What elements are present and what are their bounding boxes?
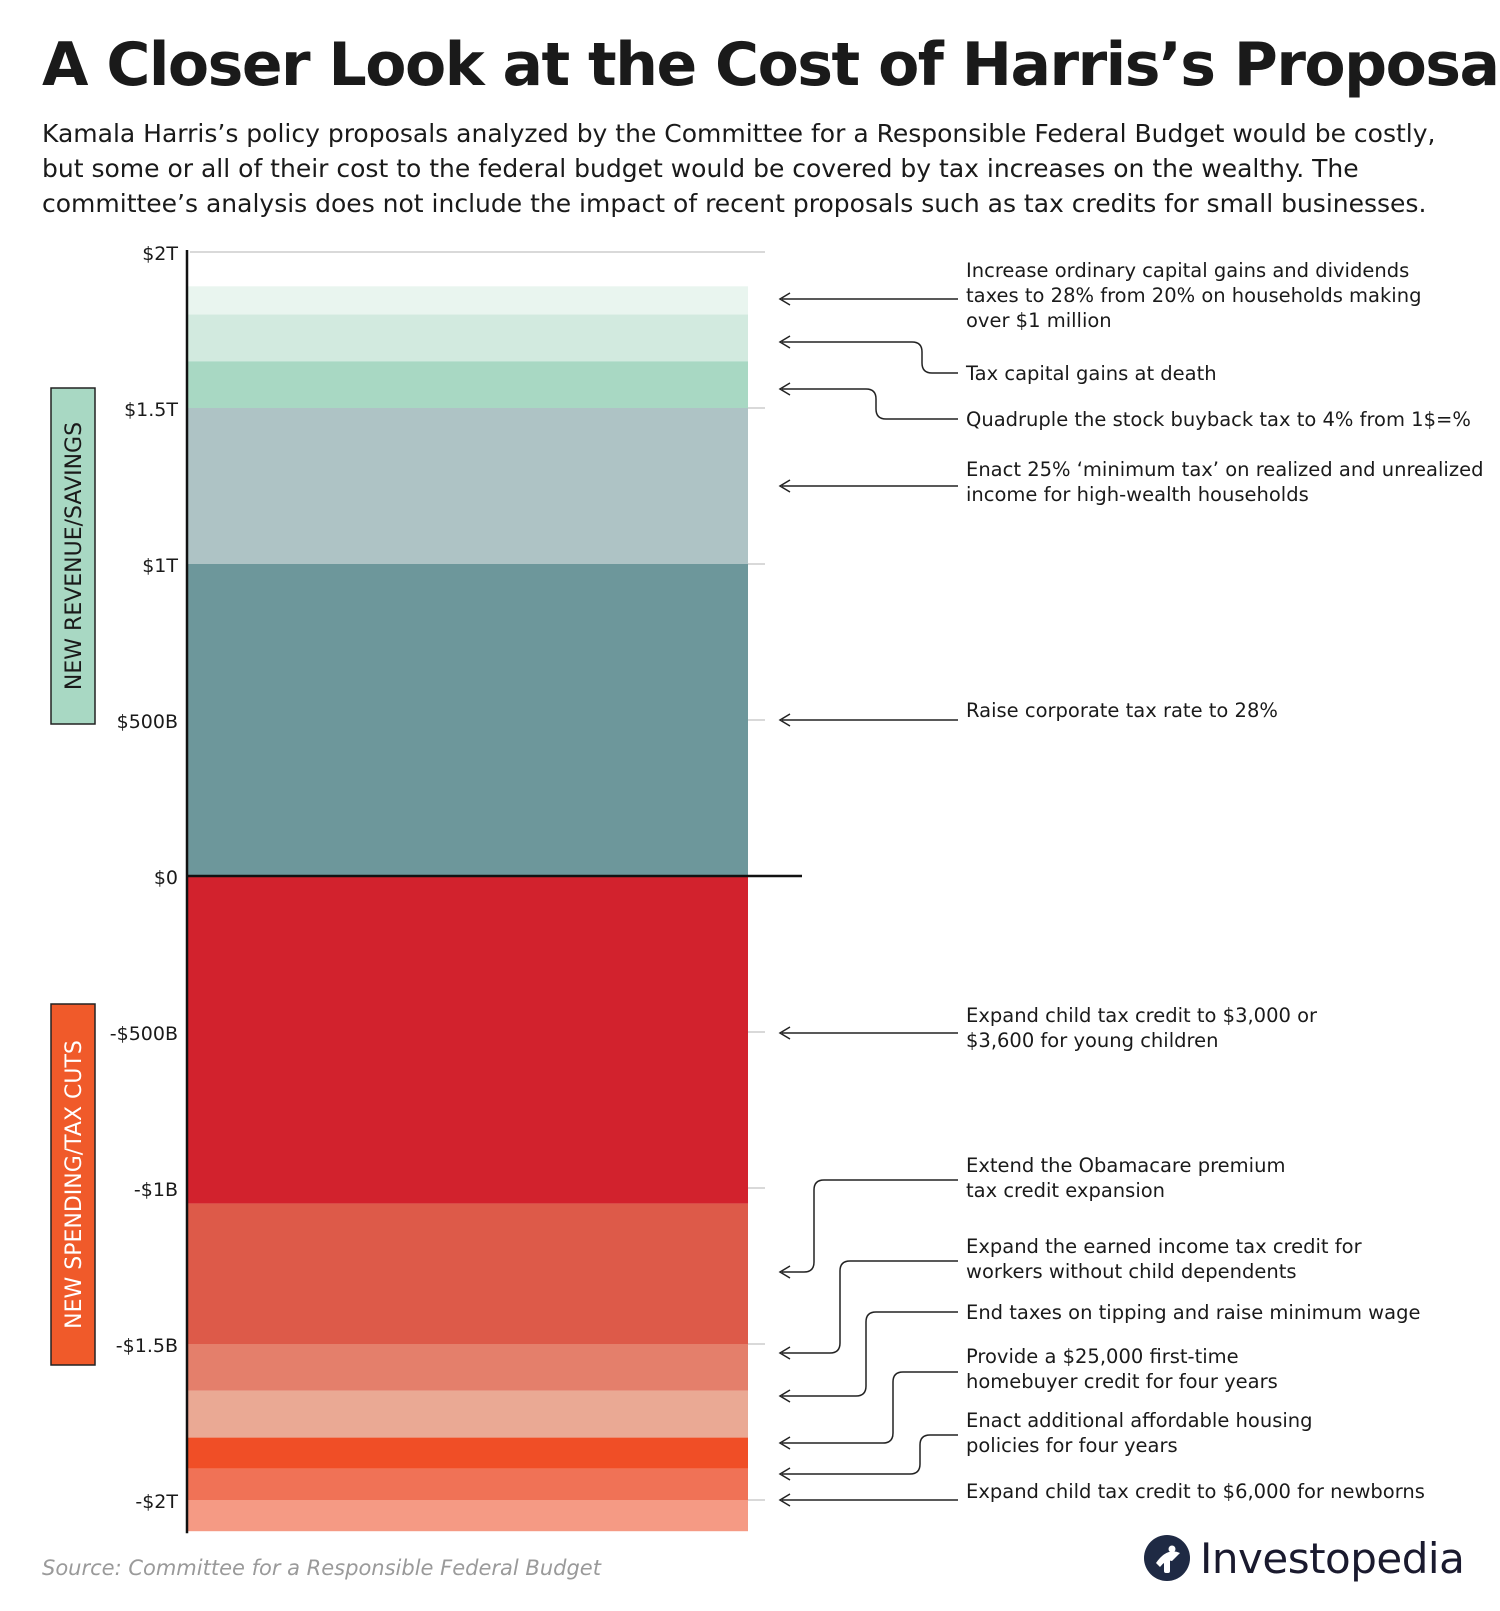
annotation-label-5: Expand child tax credit to $3,000 or $3,6… xyxy=(966,1004,1318,1052)
group-label: NEW REVENUE/SAVINGS xyxy=(62,422,87,690)
bar-segment-1 xyxy=(188,408,748,564)
annotation-leader-6 xyxy=(782,1179,958,1273)
annotation-label-6: Extend the Obamacare premium tax credit e… xyxy=(966,1154,1285,1202)
annotation-label-3: Tax capital gains at death xyxy=(965,362,1217,385)
annotation-label-7: Expand the earned income tax credit for w… xyxy=(966,1235,1363,1283)
arrowhead-7 xyxy=(778,1346,791,1360)
annotation-label-8: End taxes on tipping and raise minimum w… xyxy=(966,1301,1420,1324)
arrowhead-4 xyxy=(778,292,791,306)
y-tick-label: $500B xyxy=(117,711,178,733)
arrowhead-9 xyxy=(778,1436,791,1450)
annotation-leader-10 xyxy=(782,1434,958,1475)
group-label: NEW SPENDING/TAX CUTS xyxy=(62,1040,87,1329)
annotation-label-1: Enact 25% ‘minimum tax’ on realized and … xyxy=(966,458,1483,506)
annotation-leader-9 xyxy=(782,1371,958,1444)
arrowhead-0 xyxy=(778,713,791,727)
chart-title: A Closer Look at the Cost of Harris’s Pr… xyxy=(42,30,1500,100)
arrowhead-11 xyxy=(778,1493,791,1507)
arrowhead-5 xyxy=(778,1026,791,1040)
investopedia-logo-icon xyxy=(1144,1535,1190,1581)
annotation-label-9: Provide a $25,000 first-time homebuyer cr… xyxy=(966,1345,1278,1393)
bar-segment-8 xyxy=(188,1390,748,1438)
bar-segment-3 xyxy=(188,314,748,362)
y-tick-label: -$2T xyxy=(135,1491,178,1513)
bar-segment-4 xyxy=(188,286,748,315)
bar-segment-10 xyxy=(188,1468,748,1500)
arrowhead-8 xyxy=(778,1389,791,1403)
y-tick-label: $1T xyxy=(142,555,178,577)
annotation-leader-7 xyxy=(782,1260,958,1354)
bar-segment-7 xyxy=(188,1344,748,1391)
chart-subtitle: Kamala Harris’s policy proposals analyze… xyxy=(42,119,1436,218)
bar-segment-5 xyxy=(188,876,748,1204)
bar-segment-0 xyxy=(188,564,748,876)
annotation-leader-8 xyxy=(782,1311,958,1397)
brand-name: Investopedia xyxy=(1200,1533,1465,1583)
bar-segment-11 xyxy=(188,1500,748,1532)
annotation-label-11: Expand child tax credit to $6,000 for ne… xyxy=(966,1480,1425,1503)
investopedia-logo: Investopedia xyxy=(1142,1528,1465,1588)
bar-segment-6 xyxy=(188,1203,748,1344)
source-note: Source: Committee for a Responsible Fede… xyxy=(42,1556,601,1580)
annotation-leader-3 xyxy=(782,341,958,374)
annotation-label-4: Increase ordinary capital gains and divi… xyxy=(966,259,1421,332)
arrowhead-2 xyxy=(778,382,791,396)
arrowhead-1 xyxy=(778,479,791,493)
bar-segment-9 xyxy=(188,1437,748,1469)
bar-segment-2 xyxy=(188,361,748,408)
y-tick-label: -$1.5B xyxy=(116,1335,178,1357)
group-label-box-0 xyxy=(50,387,96,725)
y-tick-label: -$500B xyxy=(110,1023,178,1045)
annotation-label-10: Enact additional affordable housing polic… xyxy=(966,1409,1313,1457)
arrowhead-6 xyxy=(778,1265,791,1279)
annotation-label-0: Raise corporate tax rate to 28% xyxy=(966,699,1278,722)
y-tick-label: $2T xyxy=(142,243,178,265)
y-tick-label: -$1B xyxy=(134,1179,178,1201)
group-label-box-1 xyxy=(50,1003,96,1366)
y-tick-label: $1.5T xyxy=(124,399,178,421)
arrowhead-10 xyxy=(778,1467,791,1481)
annotation-label-2: Quadruple the stock buyback tax to 4% fr… xyxy=(966,408,1471,431)
y-tick-label: $0 xyxy=(154,867,178,889)
arrowhead-3 xyxy=(778,335,791,349)
annotation-leader-2 xyxy=(782,388,958,420)
